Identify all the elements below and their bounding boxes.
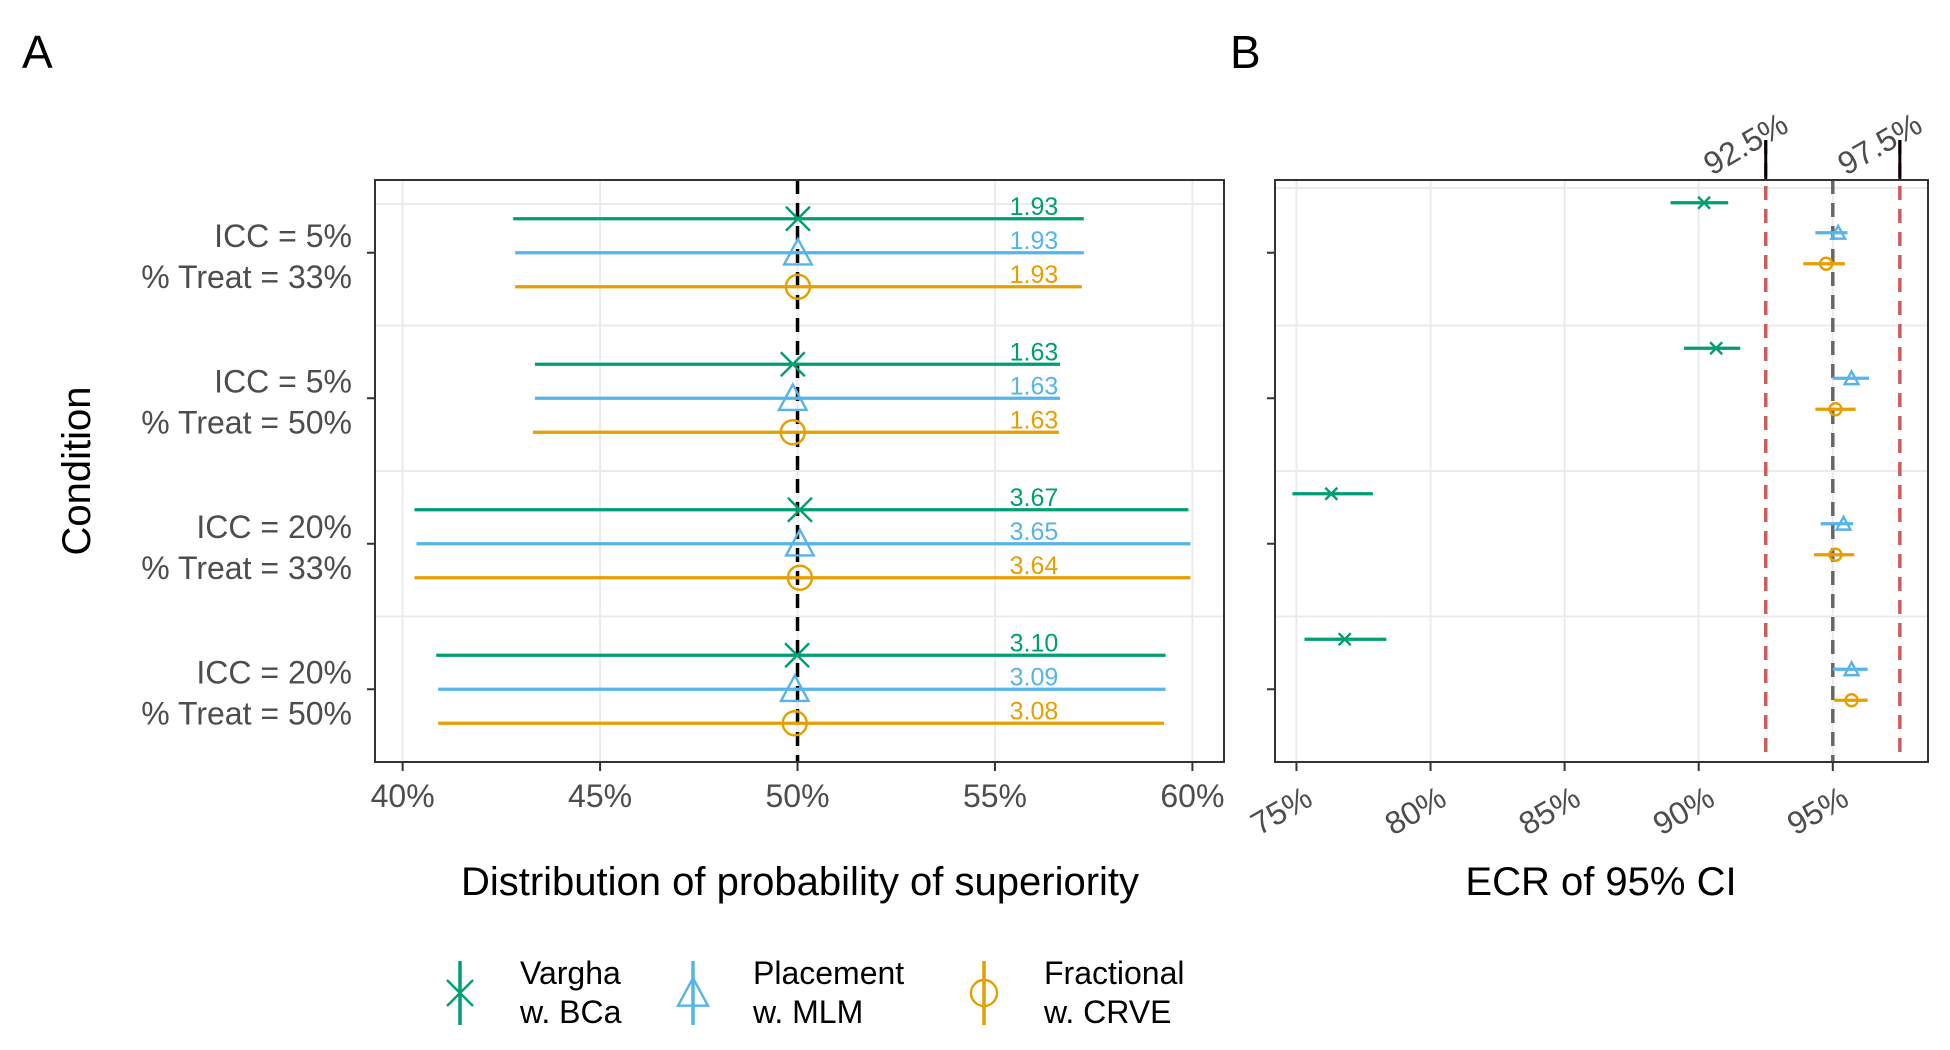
value-label: 3.65 bbox=[1010, 518, 1059, 546]
bound-label: 97.5% bbox=[1831, 106, 1928, 183]
x-icon bbox=[446, 979, 474, 1007]
value-label: 1.63 bbox=[1010, 338, 1059, 366]
x-tick-label: 60% bbox=[1160, 778, 1224, 814]
legend-label-line1: Fractional bbox=[1044, 955, 1185, 991]
point-marker bbox=[1828, 547, 1843, 562]
point-marker bbox=[787, 496, 813, 523]
point-marker bbox=[1842, 368, 1861, 386]
value-label: 1.93 bbox=[1010, 261, 1059, 289]
panel-a-marks: 1.93 1.63 3.67 3.10 1.93 1.63 3.65 3.09 1.93 1.63… bbox=[414, 193, 1191, 737]
condition-label-line1: ICC = 5% bbox=[214, 363, 352, 399]
legend-label-line2: w. CRVE bbox=[1043, 994, 1171, 1030]
panel-a-label: A bbox=[22, 26, 53, 78]
condition-label-line2: % Treat = 50% bbox=[141, 404, 352, 440]
point-marker bbox=[784, 642, 810, 669]
bound-label: 92.5% bbox=[1697, 106, 1794, 183]
value-label: 3.08 bbox=[1010, 697, 1059, 725]
point-marker bbox=[1828, 402, 1843, 417]
panel-b-xlabel: ECR of 95% CI bbox=[1465, 860, 1736, 904]
point-marker bbox=[778, 672, 811, 703]
condition-label-line2: % Treat = 33% bbox=[141, 550, 352, 586]
point-marker bbox=[786, 564, 814, 591]
x-tick-label: 75% bbox=[1244, 779, 1317, 842]
value-label: 3.09 bbox=[1010, 663, 1059, 691]
panel-b-reference-lines: 92.5% 97.5% bbox=[1697, 106, 1928, 762]
panel-a-gridlines bbox=[375, 180, 1224, 762]
point-marker bbox=[1834, 514, 1853, 531]
x-tick-label: 85% bbox=[1513, 779, 1586, 842]
circle-icon bbox=[969, 978, 999, 1008]
point-marker bbox=[784, 527, 816, 557]
panel-a-condition-labels: ICC = 5% % Treat = 33% ICC = 5% % Treat = 5… bbox=[141, 218, 375, 731]
point-marker bbox=[1818, 256, 1834, 271]
panel-b-border bbox=[1274, 179, 1929, 763]
panel-a-xlabel: Distribution of probability of superiori… bbox=[461, 860, 1139, 904]
condition-label-line2: % Treat = 33% bbox=[141, 259, 352, 295]
point-marker bbox=[779, 351, 806, 378]
point-marker bbox=[1697, 195, 1711, 210]
point-marker bbox=[785, 205, 811, 232]
condition-label-line2: % Treat = 50% bbox=[141, 695, 352, 731]
value-label: 1.63 bbox=[1010, 406, 1059, 434]
legend-label-line2: w. BCa bbox=[519, 994, 622, 1030]
point-marker bbox=[781, 710, 808, 737]
panel-a-ylabel: Condition bbox=[55, 386, 99, 555]
x-tick-label: 55% bbox=[963, 778, 1027, 814]
point-marker bbox=[776, 381, 809, 412]
condition-label-line1: ICC = 20% bbox=[196, 509, 352, 545]
legend-label-line2: w. MLM bbox=[752, 994, 863, 1030]
condition-label-line1: ICC = 20% bbox=[196, 654, 352, 690]
x-tick-label: 80% bbox=[1379, 779, 1452, 842]
x-tick-label: 90% bbox=[1647, 779, 1720, 842]
legend-label-line1: Placement bbox=[753, 955, 904, 991]
panel-b-axis: 75% 80% 85% 90% 95% bbox=[1244, 251, 1854, 842]
point-marker bbox=[779, 419, 806, 446]
value-label: 1.93 bbox=[1010, 193, 1059, 221]
point-marker bbox=[784, 273, 812, 300]
point-marker bbox=[782, 236, 814, 266]
panel-a-axis: 40% 45% 50% 55% 60% bbox=[371, 762, 1224, 814]
value-label: 1.63 bbox=[1010, 372, 1059, 400]
point-marker bbox=[1337, 632, 1352, 647]
value-label: 3.64 bbox=[1010, 552, 1059, 580]
point-marker bbox=[1829, 223, 1848, 240]
point-marker bbox=[1844, 693, 1859, 708]
condition-label-line1: ICC = 5% bbox=[214, 218, 352, 254]
x-tick-label: 40% bbox=[371, 778, 435, 814]
triangle-icon bbox=[676, 975, 710, 1007]
panel-b-marks bbox=[1292, 195, 1870, 708]
x-tick-label: 45% bbox=[568, 778, 632, 814]
panel-b-label: B bbox=[1230, 26, 1261, 78]
value-label: 3.67 bbox=[1010, 484, 1059, 512]
point-marker bbox=[1709, 341, 1723, 356]
panel-a-border bbox=[374, 179, 1225, 763]
x-tick-label: 50% bbox=[766, 778, 830, 814]
point-marker bbox=[1324, 486, 1339, 501]
legend-label-line1: Vargha bbox=[520, 955, 621, 991]
panel-b-chart: 92.5% 97.5% 75% 80% 85% 90% 95% ECR of 95% CI bbox=[1244, 106, 1929, 904]
value-label: 1.93 bbox=[1010, 227, 1059, 255]
value-label: 3.10 bbox=[1010, 629, 1059, 657]
x-tick-label: 95% bbox=[1781, 779, 1854, 842]
point-marker bbox=[1842, 659, 1861, 677]
panel-a-chart: 1.93 1.63 3.67 3.10 1.93 1.63 3.65 3.09 1.93 1.63… bbox=[55, 179, 1225, 904]
